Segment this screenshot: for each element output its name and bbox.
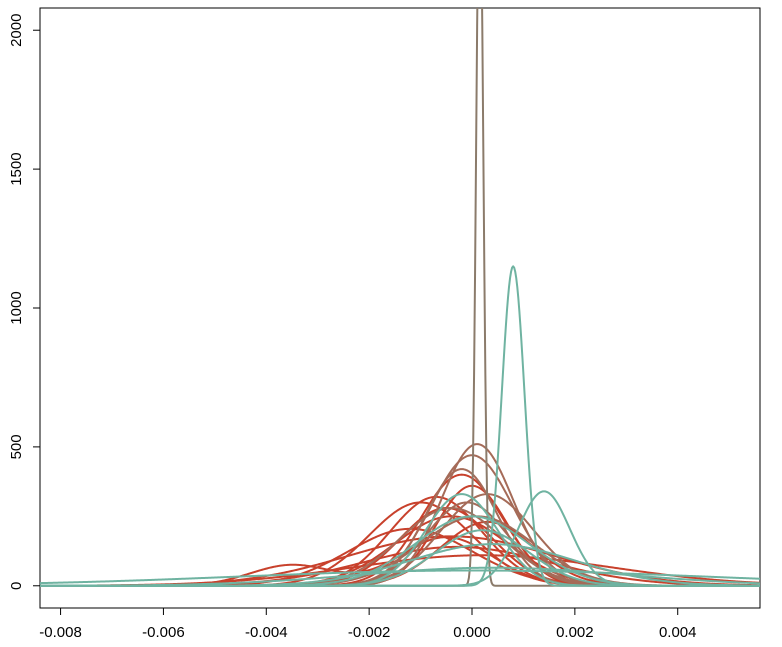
y-tick-label: 1500 — [8, 152, 25, 185]
x-tick-label: 0.000 — [453, 624, 491, 641]
density-curve-28 — [40, 529, 760, 587]
x-tick-label: 0.004 — [659, 624, 697, 641]
density-curves — [40, 8, 760, 587]
density-curve-15 — [40, 468, 760, 587]
x-tick-label: 0.002 — [556, 624, 594, 641]
y-tick-label: 0 — [8, 582, 25, 590]
density-curve-20 — [40, 8, 760, 587]
density-curve-25 — [40, 569, 760, 585]
y-tick-label: 2000 — [8, 14, 25, 47]
x-axis: -0.008 -0.006 -0.004 -0.002 0.000 0.002 0.004 — [39, 608, 696, 641]
y-axis: 0 500 1000 1500 2000 — [8, 14, 40, 590]
y-tick-label: 1000 — [8, 291, 25, 324]
x-tick-label: -0.002 — [348, 624, 391, 641]
x-tick-label: -0.006 — [142, 624, 185, 641]
plot-frame — [39, 7, 761, 609]
x-tick-label: -0.004 — [245, 624, 288, 641]
x-tick-label: -0.008 — [39, 624, 82, 641]
y-tick-label: 500 — [8, 434, 25, 459]
